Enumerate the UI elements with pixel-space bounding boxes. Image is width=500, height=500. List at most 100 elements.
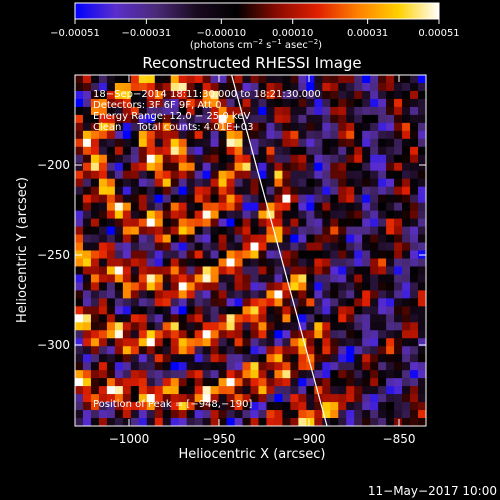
heatmap-cell bbox=[170, 346, 180, 355]
heatmap-cell bbox=[234, 322, 243, 331]
heatmap-cell bbox=[170, 306, 180, 315]
heatmap-cell bbox=[386, 210, 395, 219]
heatmap-cell bbox=[194, 146, 203, 156]
heatmap-cell bbox=[234, 346, 243, 355]
heatmap-cell bbox=[194, 338, 203, 347]
heatmap-cell bbox=[114, 402, 124, 411]
heatmap-cell bbox=[170, 154, 180, 164]
heatmap-cell bbox=[378, 378, 387, 387]
heatmap-cell bbox=[122, 202, 132, 211]
heatmap-cell bbox=[346, 82, 355, 92]
heatmap-cell bbox=[282, 370, 291, 379]
heatmap-cell bbox=[298, 90, 307, 100]
heatmap-cell bbox=[218, 338, 227, 347]
heatmap-cell bbox=[306, 386, 315, 395]
heatmap-cell bbox=[106, 394, 116, 403]
heatmap-cell bbox=[410, 178, 419, 187]
heatmap-cell bbox=[242, 178, 251, 187]
heatmap-cell bbox=[122, 378, 132, 387]
heatmap-cell bbox=[226, 362, 235, 371]
heatmap-cell bbox=[210, 338, 219, 347]
heatmap-cell bbox=[330, 154, 339, 164]
heatmap-cell bbox=[218, 322, 227, 331]
heatmap-cell bbox=[370, 258, 379, 267]
heatmap-cell bbox=[75, 346, 84, 355]
heatmap-cell bbox=[90, 202, 100, 211]
heatmap-cell bbox=[290, 266, 299, 275]
heatmap-cell bbox=[386, 226, 395, 235]
heatmap-cell bbox=[298, 266, 307, 275]
heatmap-cell bbox=[170, 210, 180, 219]
heatmap-cell bbox=[146, 138, 156, 148]
heatmap-cell bbox=[394, 346, 403, 355]
heatmap-cell bbox=[362, 106, 371, 116]
heatmap-cell bbox=[410, 322, 419, 331]
heatmap-cell bbox=[186, 146, 195, 156]
heatmap-cell bbox=[218, 386, 227, 395]
heatmap-cell bbox=[258, 290, 267, 299]
heatmap-cell bbox=[418, 90, 426, 100]
heatmap-cell bbox=[258, 202, 267, 211]
heatmap-cell bbox=[90, 130, 100, 140]
heatmap-cell bbox=[154, 202, 164, 211]
heatmap-cell bbox=[274, 162, 283, 172]
heatmap-cell bbox=[354, 154, 363, 164]
heatmap-cell bbox=[290, 250, 299, 259]
heatmap-cell bbox=[314, 306, 323, 315]
heatmap-cell bbox=[146, 354, 156, 363]
heatmap-cell bbox=[322, 186, 331, 195]
heatmap-cell bbox=[322, 258, 331, 267]
heatmap-cell bbox=[130, 362, 140, 371]
heatmap-cell bbox=[75, 330, 84, 339]
heatmap-cell bbox=[122, 138, 132, 148]
heatmap-cell bbox=[178, 202, 187, 211]
heatmap-cell bbox=[250, 362, 259, 371]
heatmap-cell bbox=[370, 370, 379, 379]
heatmap-cell bbox=[274, 75, 283, 84]
heatmap-cell bbox=[418, 354, 426, 363]
heatmap-cell bbox=[290, 106, 299, 116]
heatmap-cell bbox=[138, 75, 148, 84]
heatmap-cell bbox=[410, 282, 419, 291]
heatmap-cell bbox=[314, 418, 323, 426]
heatmap-cell bbox=[154, 178, 164, 187]
heatmap-cell bbox=[106, 202, 116, 211]
heatmap-cell bbox=[242, 114, 251, 124]
heatmap-cell bbox=[242, 106, 251, 116]
heatmap-cell bbox=[306, 242, 315, 251]
heatmap-cell bbox=[234, 290, 243, 299]
heatmap-cell bbox=[82, 130, 92, 140]
heatmap-cell bbox=[130, 242, 140, 251]
heatmap-cell bbox=[130, 234, 140, 243]
heatmap-cell bbox=[370, 242, 379, 251]
heatmap-cell bbox=[306, 98, 315, 108]
heatmap-cell bbox=[218, 418, 227, 426]
heatmap-cell bbox=[98, 242, 108, 251]
heatmap-cell bbox=[394, 338, 403, 347]
heatmap-cell bbox=[90, 98, 100, 108]
heatmap-cell bbox=[402, 338, 411, 347]
heatmap-cell bbox=[386, 90, 395, 100]
heatmap-cell bbox=[298, 258, 307, 267]
heatmap-cell bbox=[362, 338, 371, 347]
heatmap-cell bbox=[186, 274, 195, 283]
heatmap-cell bbox=[370, 234, 379, 243]
heatmap-cell bbox=[170, 266, 180, 275]
heatmap-cell bbox=[122, 98, 132, 108]
heatmap-cell bbox=[138, 82, 148, 92]
heatmap-cell bbox=[346, 378, 355, 387]
heatmap-cell bbox=[410, 138, 419, 148]
heatmap-cell bbox=[298, 186, 307, 195]
heatmap-cell bbox=[250, 186, 259, 195]
heatmap-cell bbox=[322, 75, 331, 84]
heatmap-cell bbox=[218, 170, 227, 180]
heatmap-cell bbox=[146, 162, 156, 172]
heatmap-cell bbox=[122, 274, 132, 283]
heatmap-cell bbox=[354, 402, 363, 411]
heatmap-cell bbox=[210, 114, 219, 124]
heatmap-cell bbox=[378, 418, 387, 426]
heatmap-cell bbox=[282, 338, 291, 347]
heatmap-cell bbox=[90, 306, 100, 315]
heatmap-cell bbox=[362, 234, 371, 243]
heatmap-cell bbox=[282, 90, 291, 100]
